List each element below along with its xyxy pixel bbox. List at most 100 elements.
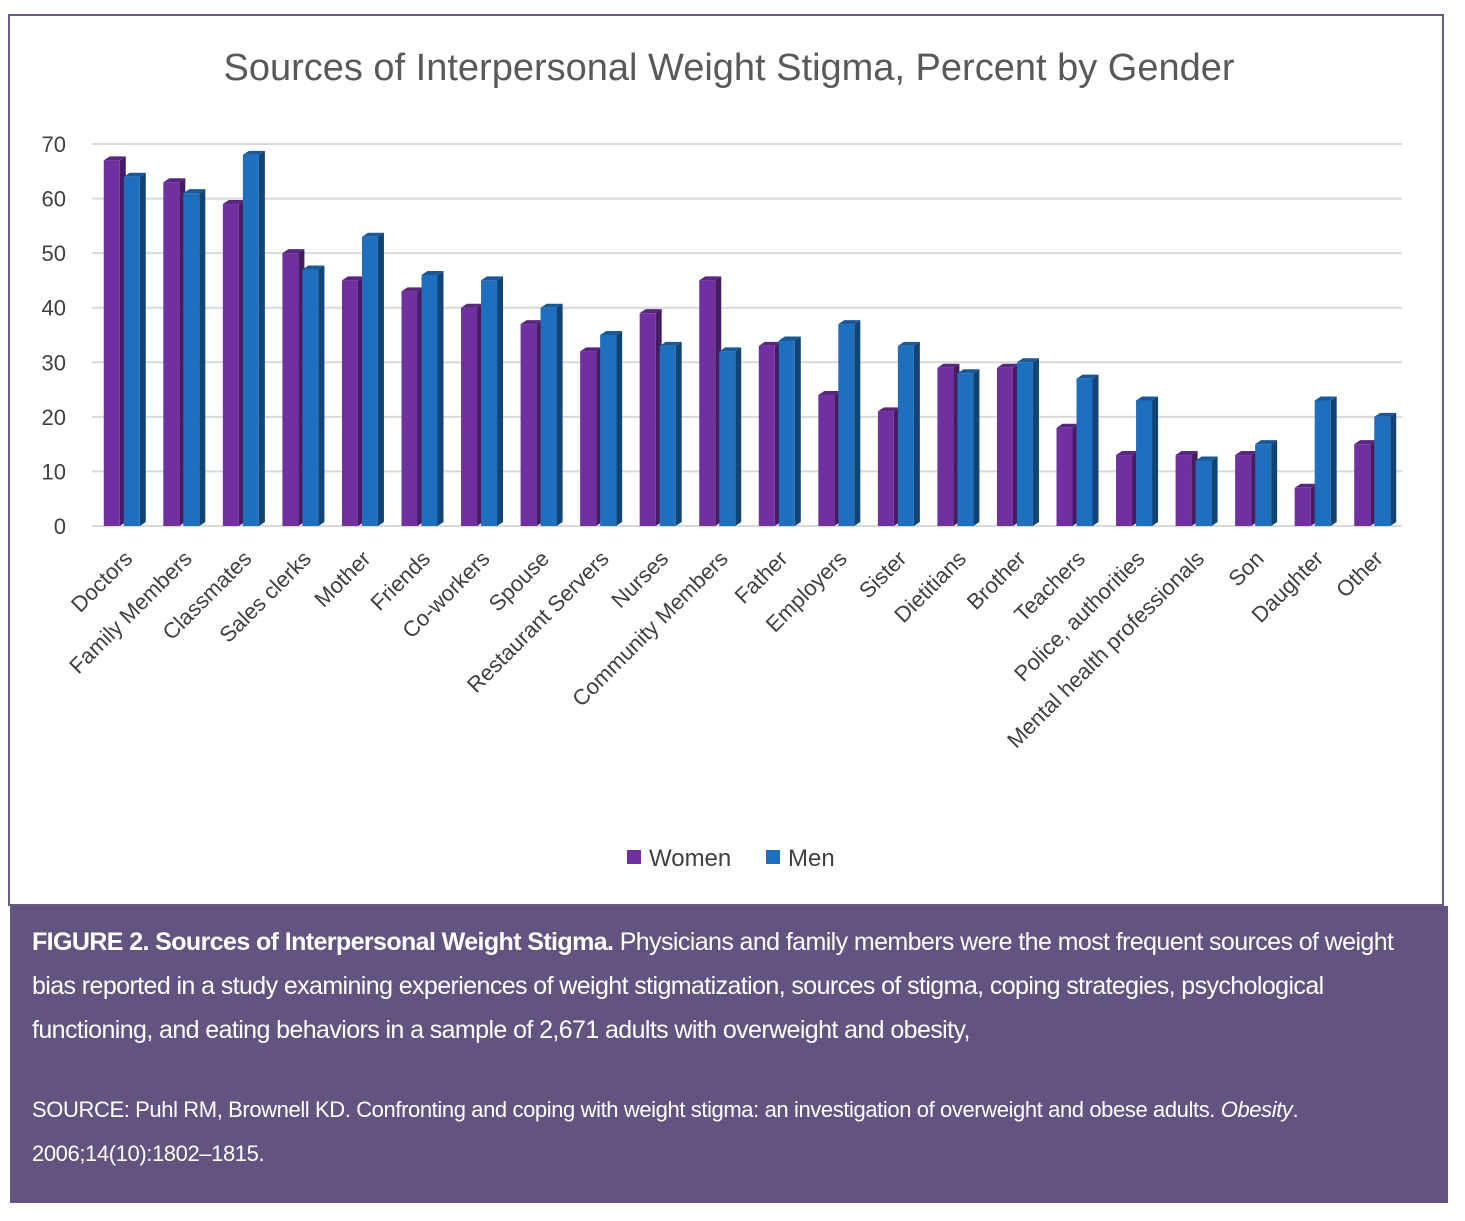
y-tick-label: 30 xyxy=(42,350,66,375)
bar-face xyxy=(481,280,498,526)
bar-women xyxy=(222,200,245,526)
bar-top xyxy=(481,276,504,281)
caption-heading: FIGURE 2. Sources of Interpersonal Weigh… xyxy=(32,928,614,956)
bar-face xyxy=(639,313,656,526)
bar-top xyxy=(401,287,424,292)
figure-caption: FIGURE 2. Sources of Interpersonal Weigh… xyxy=(10,906,1448,1203)
bars xyxy=(103,150,1397,526)
bar-face xyxy=(302,269,319,526)
bar-top xyxy=(1136,396,1159,401)
bar-top xyxy=(758,341,781,346)
bar-men xyxy=(1016,358,1039,526)
bar-face xyxy=(123,176,140,526)
bar-face xyxy=(1354,444,1371,526)
bar-side xyxy=(497,276,504,526)
y-tick-label: 40 xyxy=(42,296,66,321)
bar-top xyxy=(1294,483,1317,488)
bar-top xyxy=(1116,451,1139,456)
bar-men xyxy=(540,303,563,526)
bar-top xyxy=(1374,412,1397,417)
bar-men xyxy=(1195,456,1218,526)
bar-top xyxy=(996,363,1019,368)
bar-side xyxy=(377,232,384,526)
bar-men xyxy=(1136,396,1159,526)
bar-men xyxy=(838,320,861,526)
bar-women xyxy=(996,363,1019,526)
bar-face xyxy=(421,274,438,526)
bar-women xyxy=(163,178,186,526)
bar-men xyxy=(778,336,801,526)
bar-women xyxy=(1294,483,1317,526)
bar-face xyxy=(163,182,180,526)
bar-women xyxy=(282,249,305,526)
bar-men xyxy=(183,189,206,526)
bar-women xyxy=(758,341,781,526)
bar-face xyxy=(183,193,200,526)
bar-men xyxy=(123,172,146,526)
bar-face xyxy=(540,307,557,526)
bar-women xyxy=(1235,451,1258,526)
bar-face xyxy=(242,154,259,526)
bar-top xyxy=(282,249,305,254)
bar-top xyxy=(421,270,444,275)
bar-face xyxy=(1195,460,1212,526)
chart-frame: Sources of Interpersonal Weight Stigma, … xyxy=(8,14,1444,906)
bar-face xyxy=(758,345,775,526)
bar-top xyxy=(183,189,206,194)
bar-top xyxy=(600,331,623,335)
bar-side xyxy=(616,331,623,526)
bar-face xyxy=(957,373,974,526)
bar-face xyxy=(877,411,894,526)
bar-top xyxy=(103,156,126,161)
bar-men xyxy=(1314,396,1337,526)
bar-women xyxy=(401,287,424,526)
bar-side xyxy=(1271,440,1278,526)
bar-men xyxy=(1374,412,1397,526)
caption-body: Physicians and family members were the m… xyxy=(32,928,1394,1044)
bar-face xyxy=(461,307,478,526)
bar-side xyxy=(1152,396,1159,526)
legend-label-women: Women xyxy=(649,845,731,872)
bar-women xyxy=(699,276,722,526)
caption-text: FIGURE 2. Sources of Interpersonal Weigh… xyxy=(32,920,1426,1052)
bar-top xyxy=(461,303,484,308)
bar-face xyxy=(1076,378,1093,526)
bar-face xyxy=(1136,400,1153,526)
bar-face xyxy=(401,291,418,526)
source-citation: SOURCE: Puhl RM, Brownell KD. Confrontin… xyxy=(32,1097,1216,1122)
x-tick-label: Mother xyxy=(309,546,375,612)
legend: Women Men xyxy=(627,845,835,872)
bar-top xyxy=(1255,440,1278,445)
bar-face xyxy=(520,324,537,526)
bar-men xyxy=(242,150,265,526)
bar-women xyxy=(461,303,484,526)
bar-top xyxy=(222,200,245,205)
bar-top xyxy=(302,265,325,270)
bar-top xyxy=(639,309,662,314)
bar-men xyxy=(302,265,325,526)
bar-side xyxy=(794,336,801,526)
bar-face xyxy=(838,324,855,526)
bar-women xyxy=(937,363,960,526)
bar-women xyxy=(103,156,126,526)
bar-top xyxy=(242,150,265,155)
bar-face xyxy=(600,335,617,526)
bar-side xyxy=(735,347,742,526)
bar-top xyxy=(1016,358,1039,363)
bar-face xyxy=(719,351,736,526)
bar-top xyxy=(1076,374,1099,379)
bar-side xyxy=(258,150,265,526)
bar-men xyxy=(1076,374,1099,526)
bar-men xyxy=(361,232,384,526)
bar-face xyxy=(1016,362,1033,526)
bar-face xyxy=(282,253,299,526)
bar-face xyxy=(361,236,378,526)
bar-face xyxy=(778,340,795,526)
bar-face xyxy=(1056,427,1073,526)
bar-side xyxy=(1330,396,1337,526)
bar-top xyxy=(957,369,980,374)
chart-title: Sources of Interpersonal Weight Stigma, … xyxy=(223,47,1234,89)
bar-side xyxy=(437,270,444,526)
bar-women xyxy=(1116,451,1139,526)
